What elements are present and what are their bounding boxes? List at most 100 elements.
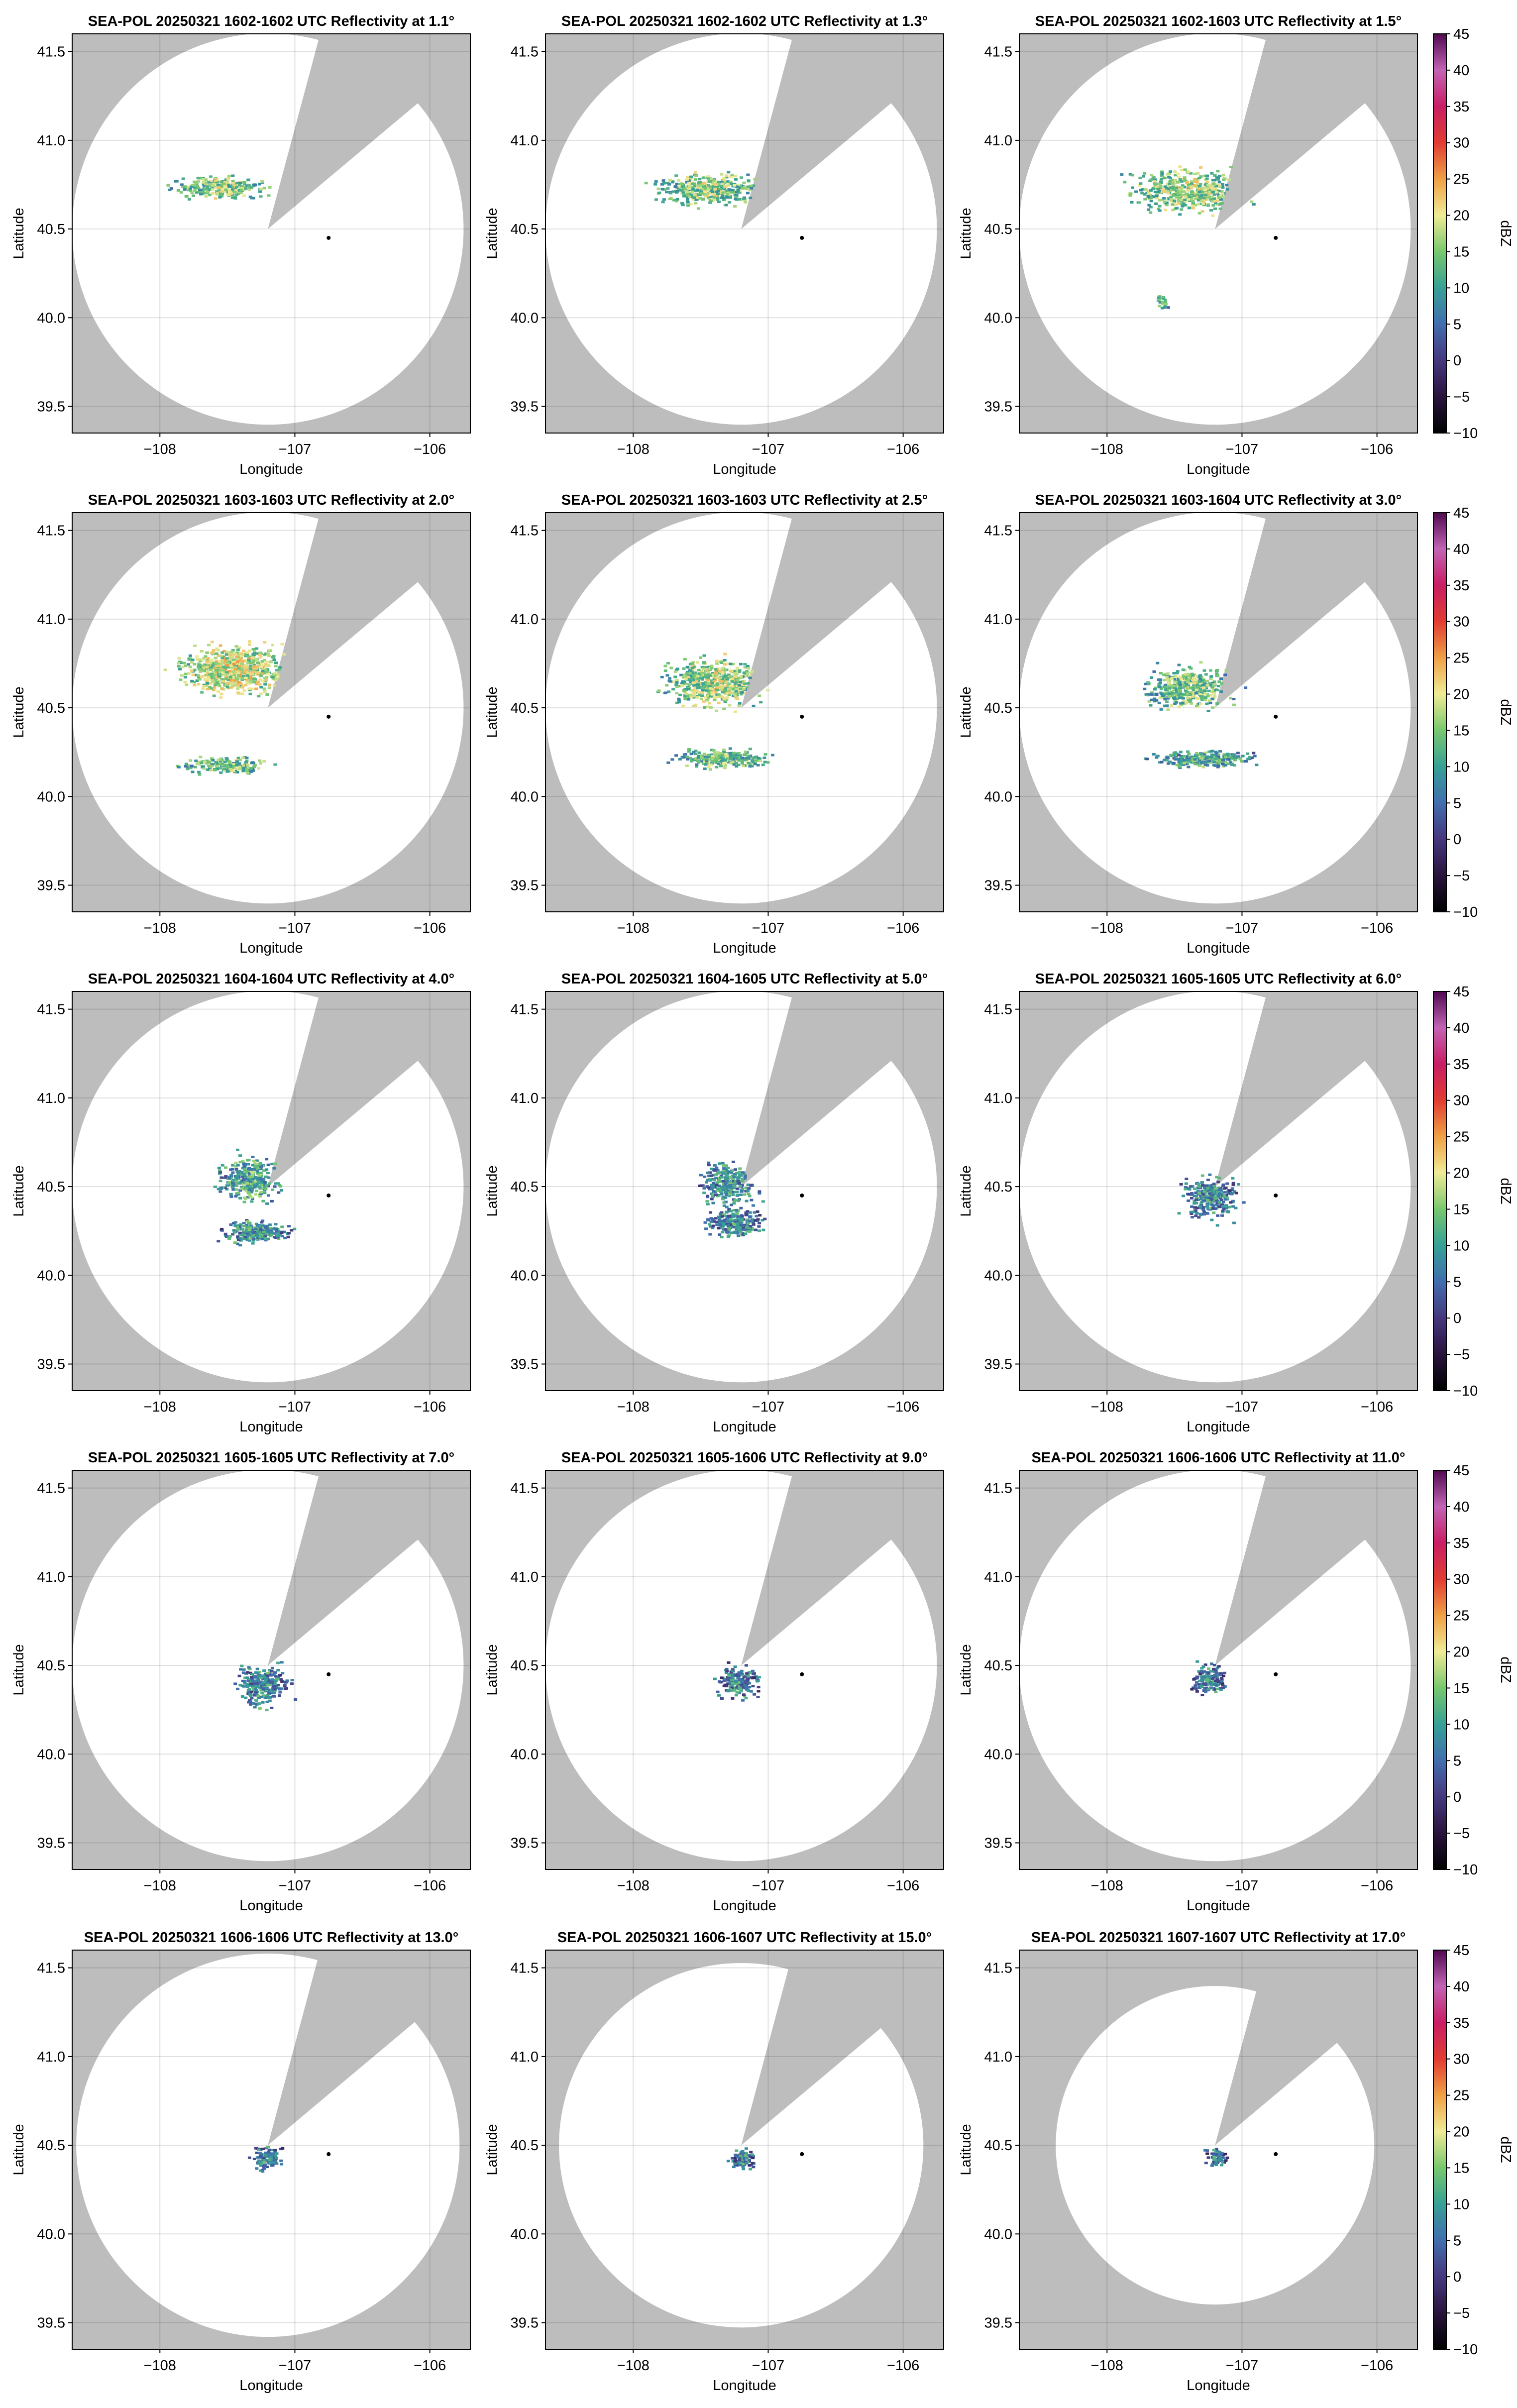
echo-cell [1185, 692, 1189, 695]
echo-cell [644, 182, 648, 185]
echo-cell [1187, 752, 1191, 755]
echo-cell [1139, 182, 1143, 185]
echo-cell [248, 1226, 252, 1229]
echo-cell [219, 696, 223, 699]
echo-cell [274, 674, 278, 677]
echo-cell [719, 757, 723, 760]
echo-cell [166, 184, 170, 187]
echo-cell [257, 1166, 261, 1169]
echo-cell [708, 180, 712, 183]
echo-cell [683, 694, 687, 697]
echo-cell [724, 204, 728, 207]
echo-cell [1213, 207, 1217, 210]
echo-cell [1189, 667, 1193, 670]
echo-cell [711, 188, 715, 191]
echo-cell [205, 762, 209, 765]
x-tick-label: −107 [279, 441, 311, 457]
echo-cell [1214, 202, 1218, 205]
echo-cell [730, 176, 734, 179]
echo-cell [234, 1165, 238, 1168]
echo-cell [1206, 1207, 1210, 1210]
echo-cell [252, 1159, 256, 1162]
echo-cell [1131, 186, 1135, 189]
echo-cell [249, 1190, 253, 1193]
echo-cell [248, 1239, 252, 1242]
echo-cell [264, 664, 268, 667]
echo-cell [1184, 1186, 1188, 1189]
echo-cell [692, 679, 696, 682]
echo-cell [689, 175, 693, 178]
echo-cell [263, 1192, 267, 1195]
echo-cell [1203, 751, 1207, 754]
echo-cell [256, 1182, 260, 1185]
echo-cell [232, 185, 236, 188]
echo-cell [1123, 181, 1127, 184]
echo-cell [738, 757, 742, 760]
echo-cell [220, 687, 224, 690]
echo-cell [719, 1190, 723, 1193]
echo-cell [1223, 761, 1227, 764]
echo-cell [730, 173, 734, 176]
echo-cell [712, 179, 716, 182]
echo-cell [716, 1187, 720, 1190]
echo-cell [237, 762, 241, 765]
echo-cell [1147, 682, 1151, 685]
echo-cell [238, 1181, 242, 1184]
echo-cell [220, 657, 224, 659]
echo-cell [252, 1168, 256, 1171]
echo-cell [1157, 296, 1161, 299]
plot-frame [72, 991, 471, 1391]
echo-cell [1187, 170, 1191, 173]
colorbar-tick-label: 5 [1453, 795, 1461, 811]
echo-cell [1169, 684, 1173, 687]
echo-cell [1171, 185, 1175, 188]
echo-cell [225, 685, 229, 688]
echo-cell [1205, 679, 1209, 682]
echo-cell [1213, 754, 1217, 757]
echo-cell [1172, 696, 1176, 699]
echo-cell [685, 191, 689, 194]
echo-cell [1175, 701, 1179, 704]
echo-cell [1171, 182, 1175, 185]
echo-cell [215, 181, 219, 184]
echo-cell [729, 752, 733, 755]
echo-cell [1201, 766, 1205, 768]
echo-cell [193, 766, 197, 768]
echo-cell [1186, 696, 1190, 699]
echo-cell [709, 764, 713, 766]
echo-cell [234, 1188, 238, 1191]
echo-cell [723, 1184, 727, 1187]
x-axis-label: Longitude [713, 461, 776, 477]
echo-cell [1215, 752, 1219, 755]
echo-cell [275, 669, 279, 672]
echo-cell [252, 654, 256, 657]
echo-cell [721, 1224, 725, 1227]
echo-cell [261, 672, 265, 675]
echo-cell [229, 1223, 233, 1226]
echo-cell [1160, 761, 1164, 764]
echo-cell [1185, 1178, 1189, 1181]
echo-cell [704, 686, 708, 689]
echo-cell [702, 1192, 706, 1195]
echo-cell [263, 641, 267, 644]
echo-cell [736, 184, 740, 187]
echo-cell [177, 766, 181, 768]
echo-cell [750, 1199, 754, 1202]
echo-cell [707, 665, 711, 668]
echo-cell [719, 1171, 723, 1174]
echo-cell [252, 681, 256, 684]
echo-cell [246, 764, 250, 766]
y-tick-label: 41.0 [511, 133, 539, 149]
echo-cell [725, 1170, 729, 1173]
echo-cell [1160, 172, 1164, 175]
echo-cell [263, 1185, 267, 1188]
echo-cell [692, 694, 696, 697]
echo-cell [725, 1180, 729, 1183]
echo-cell [1196, 172, 1200, 175]
echo-cell [661, 201, 665, 204]
echo-cell [242, 181, 246, 184]
echo-cell [234, 1168, 238, 1171]
echo-cell [1155, 196, 1159, 199]
echo-cell [716, 180, 720, 183]
echo-cell [1210, 1184, 1214, 1187]
